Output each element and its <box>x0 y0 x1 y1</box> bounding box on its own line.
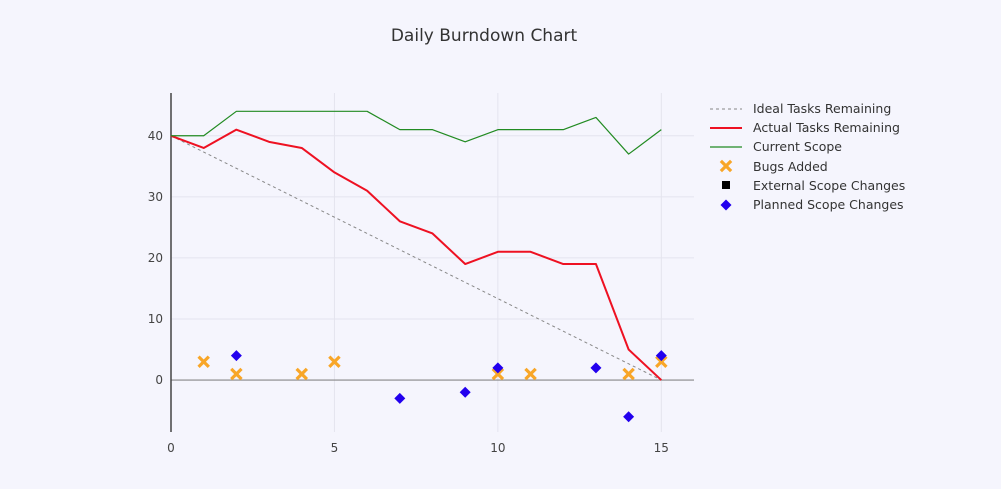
legend-item-external[interactable]: External Scope Changes <box>708 176 905 195</box>
legend-label: Current Scope <box>753 139 843 155</box>
legend-item-planned[interactable]: Planned Scope Changes <box>708 195 905 214</box>
legend-item-ideal[interactable]: Ideal Tasks Remaining <box>708 99 905 118</box>
planned-marker <box>655 350 667 362</box>
legend-item-actual[interactable]: Actual Tasks Remaining <box>708 118 905 137</box>
legend-label: Ideal Tasks Remaining <box>753 101 892 117</box>
legend-item-scope[interactable]: Current Scope <box>708 137 905 156</box>
planned-marker <box>492 362 504 374</box>
planned-marker <box>590 362 602 374</box>
y-tick-label: 20 <box>148 251 163 265</box>
square-marker-icon <box>708 178 744 192</box>
x-tick-label: 10 <box>490 441 505 455</box>
y-tick-label: 40 <box>148 129 163 143</box>
bug-marker <box>491 367 505 381</box>
x-marker-icon <box>708 159 744 173</box>
legend-label: Actual Tasks Remaining <box>753 120 900 136</box>
red-line-icon <box>708 121 744 135</box>
bug-marker <box>622 367 635 381</box>
green-line-icon <box>708 140 744 154</box>
series-line <box>170 128 662 381</box>
diamond-marker-icon <box>708 198 744 212</box>
dotted-line-icon <box>708 102 744 116</box>
planned-marker <box>394 392 406 404</box>
x-tick-label: 5 <box>331 441 339 455</box>
planned-marker <box>230 350 242 362</box>
legend-label: Bugs Added <box>753 158 828 174</box>
planned-marker <box>623 411 635 423</box>
x-tick-label: 15 <box>654 441 669 455</box>
bug-marker <box>524 367 537 381</box>
bug-marker <box>655 355 668 369</box>
bug-marker <box>295 367 309 381</box>
y-tick-label: 10 <box>148 312 163 326</box>
x-tick-label: 0 <box>167 441 175 455</box>
legend-label: External Scope Changes <box>753 177 906 193</box>
series-line <box>171 110 662 155</box>
chart-title: Daily Burndown Chart <box>390 26 578 46</box>
legend: Ideal Tasks Remaining Actual Tasks Remai… <box>708 99 905 214</box>
planned-marker <box>459 386 471 398</box>
legend-label: Planned Scope Changes <box>753 197 904 213</box>
bug-marker <box>197 355 210 369</box>
series-line <box>170 135 662 381</box>
y-tick-label: 30 <box>148 190 163 204</box>
y-tick-label: 0 <box>155 373 163 387</box>
bug-marker <box>230 367 243 381</box>
legend-item-bugs[interactable]: Bugs Added <box>708 157 905 176</box>
bug-marker <box>328 355 341 369</box>
